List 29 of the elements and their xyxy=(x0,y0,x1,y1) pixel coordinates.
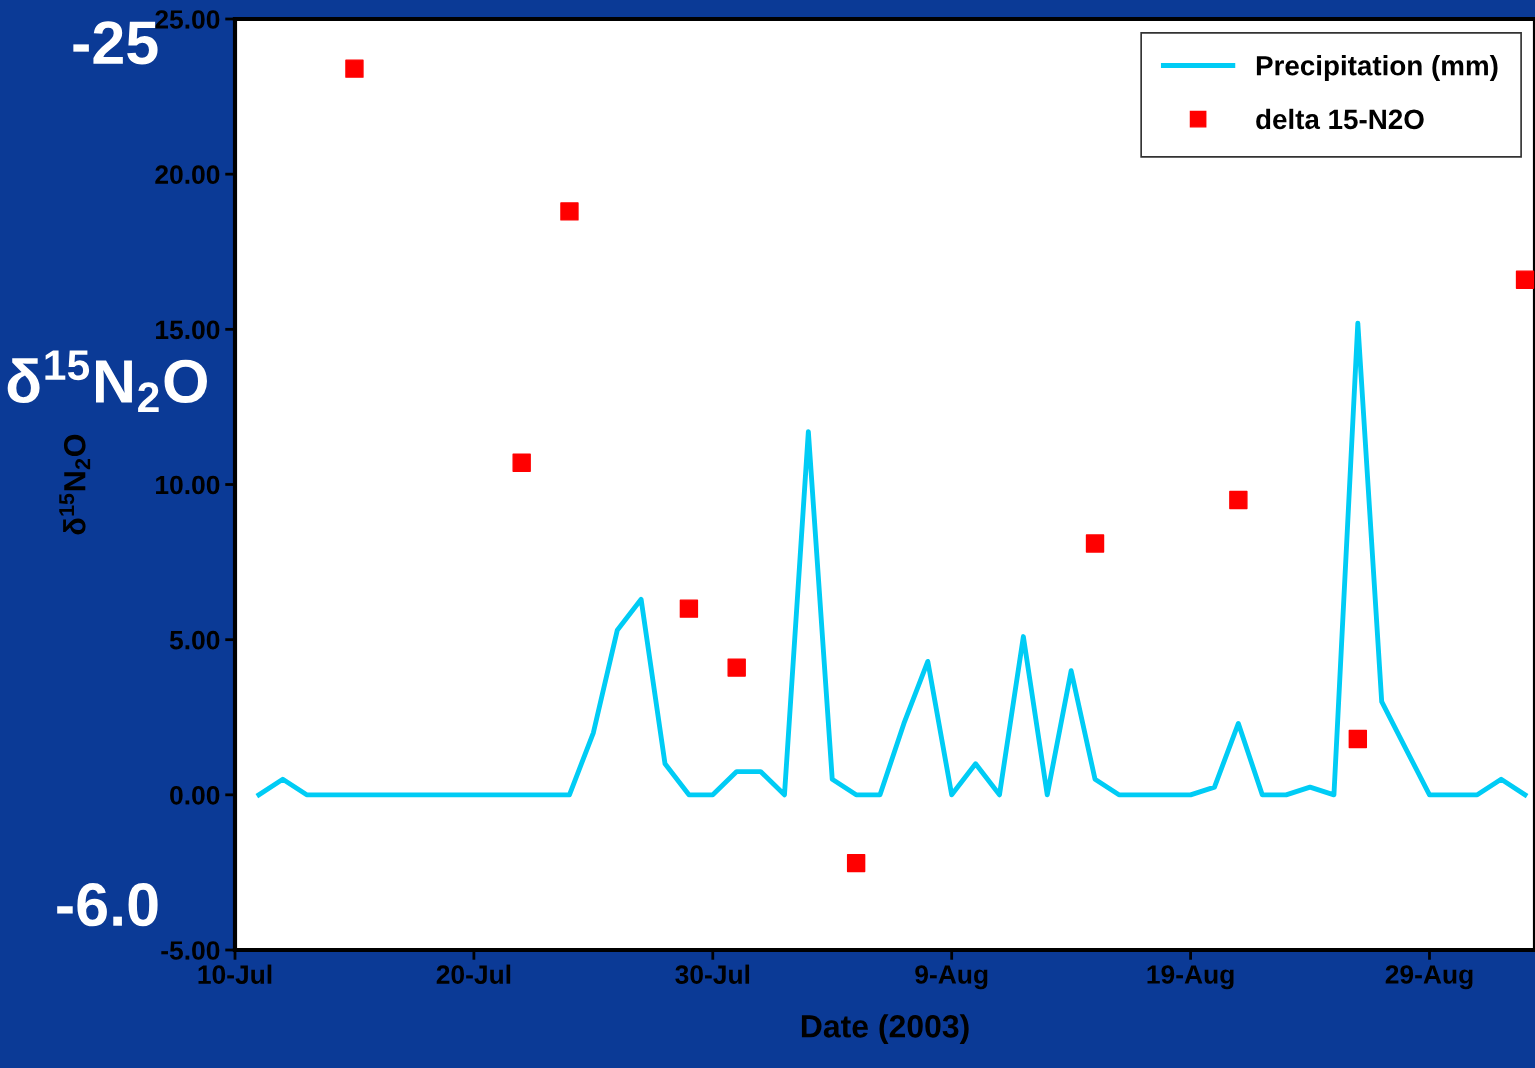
x-axis-title: Date (2003) xyxy=(801,1014,969,1044)
legend-label: delta 15-N2O xyxy=(1256,108,1424,130)
x-tick-label: 20-Jul xyxy=(436,964,511,984)
point xyxy=(1515,270,1535,289)
point xyxy=(1229,490,1248,510)
y-tick-label: 5.00 xyxy=(169,630,220,650)
y-tick-label: 20.00 xyxy=(155,165,220,184)
y-tick-label: 15.00 xyxy=(156,320,220,340)
x-tick-label: 9-Aug xyxy=(915,965,988,990)
point xyxy=(846,853,866,873)
x-tick-label: 19-Aug xyxy=(1147,965,1234,990)
point xyxy=(727,658,746,677)
line-series xyxy=(256,320,1528,798)
legend-label: Precipitation (mm) xyxy=(1256,55,1498,82)
y-tick-label: -5.00 xyxy=(161,941,220,960)
y-tick-label: 0.00 xyxy=(170,785,220,805)
text: δ$^{15}$N$_{2}$O xyxy=(7,350,207,413)
x-tick-label: 30-Jul xyxy=(675,964,750,984)
x-tick-label: 29-Aug xyxy=(1385,965,1473,990)
point xyxy=(679,599,699,618)
x-tick-label: 10-Jul xyxy=(198,964,272,984)
point xyxy=(345,59,364,78)
text: -6.0 xyxy=(57,883,158,927)
y-axis-title: δ$^{15}$N$_{2}$O xyxy=(59,434,91,535)
point xyxy=(512,453,531,472)
y-tick-label: 10.00 xyxy=(156,475,220,495)
point xyxy=(1348,729,1368,749)
point xyxy=(560,202,579,221)
point xyxy=(1085,534,1105,553)
